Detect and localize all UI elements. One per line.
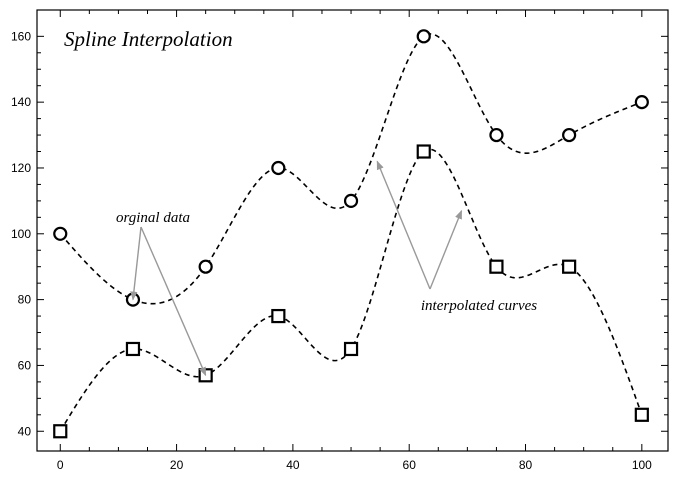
x-tick-label: 60: [403, 458, 417, 472]
series-0-point: [416, 29, 431, 44]
series-1-point: [125, 341, 141, 357]
series-1-point: [562, 259, 577, 274]
series-1-point: [271, 308, 286, 324]
plot-frame: [36, 9, 669, 452]
x-tick-label: 0: [57, 458, 64, 472]
y-tick-label: 80: [18, 293, 32, 307]
chart-title: Spline Interpolation: [64, 27, 233, 51]
y-tick-label: 40: [18, 424, 32, 438]
series-1-line: [59, 148, 643, 432]
x-tick-label: 40: [286, 458, 300, 472]
series-1-point: [634, 407, 649, 422]
series-1-point: [53, 424, 68, 439]
annotation-arrow: [140, 226, 207, 377]
series-1-point: [416, 144, 431, 159]
annotations: orginal data interpolated curves: [116, 160, 537, 377]
annotation-arrow: [429, 209, 463, 290]
series-0-point: [53, 226, 68, 241]
annotation-label: interpolated curves: [421, 298, 537, 314]
x-tick-label: 100: [632, 458, 652, 472]
x-tick-label: 20: [170, 458, 184, 472]
series-0-point: [271, 160, 286, 176]
axes: 0 20 40 60 80 100 40 60 80 100 120 140 160: [11, 10, 668, 472]
x-tick-label: 80: [519, 458, 533, 472]
annotation-arrow: [376, 160, 431, 290]
y-tick-label: 60: [18, 358, 32, 372]
series-0-point: [489, 127, 504, 143]
series-1-point: [489, 259, 504, 274]
annotation-label: orginal data: [116, 210, 190, 226]
series-0-point: [562, 127, 577, 143]
series-0-point: [198, 259, 213, 274]
y-tick-label: 120: [11, 161, 31, 175]
annotation-arrow: [130, 226, 142, 301]
y-tick-label: 140: [11, 95, 31, 109]
series-0-point: [634, 95, 649, 110]
y-tick-label: 160: [11, 29, 31, 43]
series-1-point: [343, 341, 359, 357]
series-0-point: [343, 193, 359, 208]
y-tick-label: 100: [11, 227, 31, 241]
